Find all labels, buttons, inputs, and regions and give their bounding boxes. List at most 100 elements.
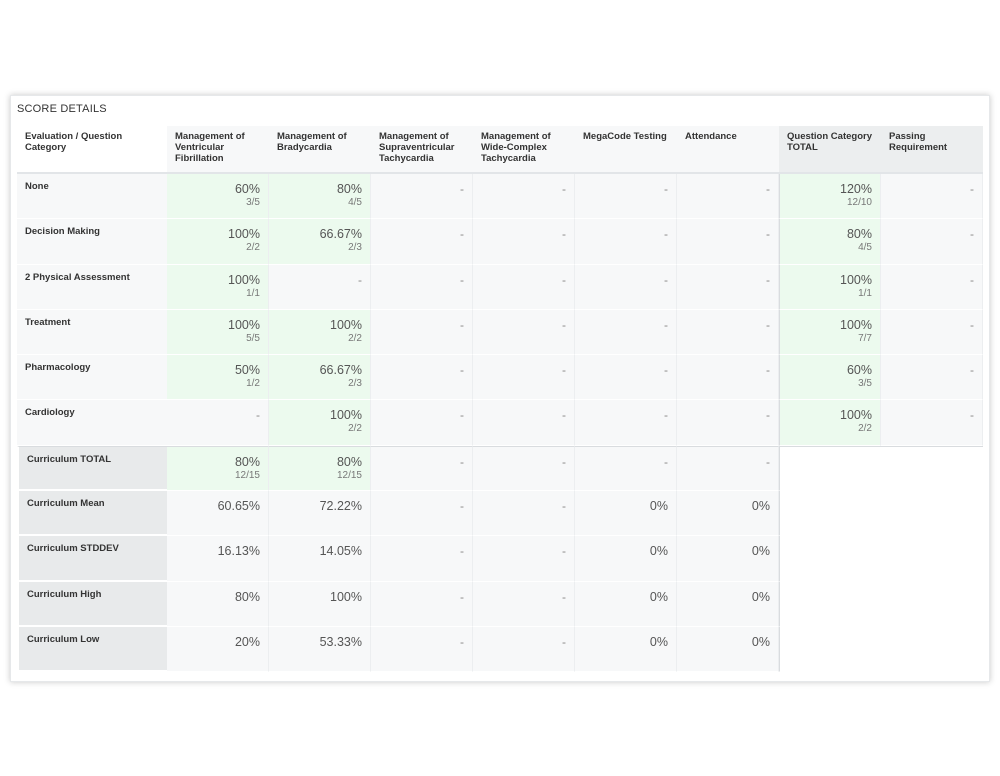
cell-percent: -	[664, 182, 668, 196]
header-col-svt: Management of Supraventricular Tachycard…	[371, 126, 473, 174]
row-label: Decision Making	[17, 219, 167, 265]
header-col-megacode: MegaCode Testing	[575, 126, 677, 174]
table-cell: -	[371, 219, 473, 265]
table-cell: 0%	[677, 626, 779, 673]
curriculum-row-label: Curriculum Mean	[17, 491, 167, 537]
empty-cell	[881, 491, 983, 537]
cell-percent: -	[460, 589, 464, 604]
row-label: None	[17, 174, 167, 220]
table-cell: 0%	[575, 536, 677, 582]
table-cell: -	[881, 264, 983, 310]
table-cell: -	[371, 174, 473, 220]
table-cell: 100% 5/5	[167, 309, 269, 356]
table-cell: 66.67% 2/3	[269, 219, 371, 265]
cell-fraction: 12/15	[336, 469, 362, 481]
cell-percent: 16.13%	[217, 544, 260, 559]
cell-percent: 0%	[751, 589, 770, 604]
cell-fraction: 4/5	[348, 197, 362, 208]
cell-fraction: 3/5	[246, 197, 260, 208]
cell-percent: -	[664, 317, 668, 332]
cell-percent: -	[970, 363, 974, 378]
empty-cell	[881, 445, 983, 492]
table-cell: -	[473, 309, 575, 356]
cell-percent: 120%	[840, 182, 872, 196]
table-cell: -	[575, 309, 677, 356]
row-label: Cardiology	[17, 400, 167, 446]
table-cell: -	[575, 264, 677, 310]
table-cell: 100% 2/2	[167, 219, 269, 265]
table-cell: 120% 12/10	[779, 174, 881, 220]
cell-percent: 100%	[330, 589, 362, 604]
table-cell: -	[473, 581, 575, 627]
table-cell: 0%	[677, 536, 779, 582]
table-cell: -	[473, 355, 575, 401]
table-cell: -	[473, 536, 575, 582]
score-table: Evaluation / Question Category Managemen…	[17, 126, 983, 673]
table-cell: 60% 3/5	[167, 174, 269, 220]
table-cell: 53.33%	[269, 626, 371, 673]
table-cell: 14.05%	[269, 536, 371, 582]
cell-percent: 80%	[234, 454, 260, 469]
cell-percent: -	[766, 272, 770, 287]
table-cell: 100% 2/2	[269, 400, 371, 446]
cell-percent: 0%	[649, 589, 668, 604]
table-cell: 0%	[575, 626, 677, 673]
table-cell: -	[167, 400, 269, 446]
cell-percent: 60%	[234, 182, 260, 196]
table-cell: -	[575, 355, 677, 401]
cell-fraction: 3/5	[858, 378, 872, 390]
table-cell: -	[371, 355, 473, 401]
cell-percent: -	[766, 454, 770, 469]
table-cell: -	[677, 309, 779, 356]
table-cell: 80%	[167, 581, 269, 627]
empty-cell	[881, 626, 983, 673]
cell-percent: 80%	[234, 589, 260, 604]
table-cell: -	[473, 219, 575, 265]
empty-cell	[779, 491, 881, 537]
table-cell: -	[677, 174, 779, 220]
header-col-attendance: Attendance	[677, 126, 779, 174]
cell-percent: 20%	[234, 634, 260, 649]
cell-percent: -	[562, 544, 566, 559]
cell-percent: 100%	[840, 408, 872, 423]
cell-percent: 66.67%	[319, 363, 362, 378]
table-cell: 100% 7/7	[779, 309, 881, 356]
cell-percent: 0%	[649, 499, 668, 514]
table-cell: 0%	[677, 491, 779, 537]
table-cell: -	[677, 219, 779, 265]
table-cell: -	[371, 626, 473, 673]
table-cell: -	[677, 355, 779, 401]
empty-cell	[881, 536, 983, 582]
cell-percent: -	[460, 182, 464, 196]
cell-percent: -	[460, 454, 464, 469]
cell-percent: -	[562, 499, 566, 514]
cell-percent: -	[562, 589, 566, 604]
cell-percent: 100%	[228, 272, 260, 287]
table-cell: -	[881, 400, 983, 446]
cell-percent: 80%	[336, 182, 362, 196]
cell-percent: 0%	[751, 634, 770, 649]
curriculum-row-label: Curriculum High	[17, 581, 167, 627]
cell-percent: -	[562, 454, 566, 469]
cell-percent: 14.05%	[319, 544, 362, 559]
cell-fraction: 5/5	[246, 332, 260, 344]
cell-percent: -	[664, 363, 668, 378]
cell-percent: -	[664, 454, 668, 469]
table-cell: -	[575, 219, 677, 265]
table-cell: -	[371, 581, 473, 627]
table-cell: -	[575, 400, 677, 446]
header-col-category-total: Question Category TOTAL	[779, 126, 881, 174]
table-cell: 50% 1/2	[167, 355, 269, 401]
cell-percent: 53.33%	[319, 634, 362, 649]
cell-percent: -	[562, 272, 566, 287]
cell-percent: -	[460, 634, 464, 649]
table-cell: -	[473, 264, 575, 310]
cell-fraction: 2/2	[246, 242, 260, 254]
cell-percent: 60%	[846, 363, 872, 378]
panel-title: SCORE DETAILS	[17, 103, 107, 115]
cell-fraction: 1/2	[246, 378, 260, 390]
cell-percent: -	[460, 227, 464, 242]
table-cell: -	[371, 400, 473, 446]
header-col-passing-requirement: Passing Requirement	[881, 126, 983, 174]
cell-percent: -	[970, 182, 974, 196]
